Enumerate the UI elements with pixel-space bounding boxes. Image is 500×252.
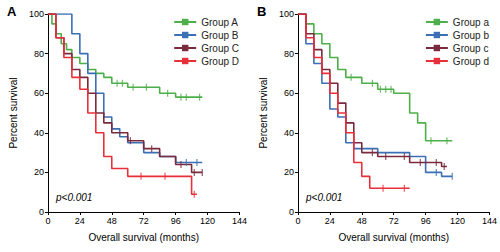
svg-text:48: 48 [357, 216, 367, 226]
svg-text:24: 24 [325, 216, 335, 226]
svg-text:48: 48 [107, 216, 117, 226]
svg-text:40: 40 [34, 128, 44, 138]
svg-text:Overall survival (months): Overall survival (months) [88, 232, 199, 243]
svg-text:96: 96 [171, 216, 181, 226]
svg-text:B: B [257, 4, 266, 19]
svg-text:120: 120 [200, 216, 215, 226]
svg-text:96: 96 [421, 216, 431, 226]
svg-text:Group C: Group C [201, 43, 239, 54]
svg-text:40: 40 [284, 128, 294, 138]
svg-text:Overall survival (months): Overall survival (months) [338, 232, 449, 243]
svg-text:Group a: Group a [453, 17, 490, 28]
svg-text:p<0.001: p<0.001 [55, 192, 92, 203]
svg-text:p<0.001: p<0.001 [305, 192, 342, 203]
svg-text:100: 100 [29, 9, 44, 19]
svg-text:72: 72 [139, 216, 149, 226]
svg-text:72: 72 [389, 216, 399, 226]
svg-text:Percent survival: Percent survival [8, 77, 19, 148]
svg-text:144: 144 [482, 216, 497, 226]
svg-text:Group c: Group c [453, 43, 489, 54]
svg-text:Group A: Group A [201, 17, 238, 28]
svg-text:20: 20 [34, 167, 44, 177]
svg-text:100: 100 [279, 9, 294, 19]
svg-text:144: 144 [232, 216, 247, 226]
svg-text:Group d: Group d [453, 56, 489, 67]
svg-text:Group b: Group b [453, 30, 490, 41]
svg-text:0: 0 [295, 216, 300, 226]
svg-text:20: 20 [284, 167, 294, 177]
svg-text:Group B: Group B [201, 30, 239, 41]
svg-text:60: 60 [34, 88, 44, 98]
svg-text:0: 0 [45, 216, 50, 226]
svg-text:24: 24 [75, 216, 85, 226]
svg-text:60: 60 [284, 88, 294, 98]
svg-text:Percent survival: Percent survival [258, 77, 269, 148]
svg-text:Group D: Group D [201, 56, 239, 67]
svg-text:120: 120 [450, 216, 465, 226]
svg-text:0: 0 [289, 207, 294, 217]
svg-text:80: 80 [34, 49, 44, 59]
svg-text:A: A [7, 4, 17, 19]
svg-text:0: 0 [39, 207, 44, 217]
svg-text:80: 80 [284, 49, 294, 59]
